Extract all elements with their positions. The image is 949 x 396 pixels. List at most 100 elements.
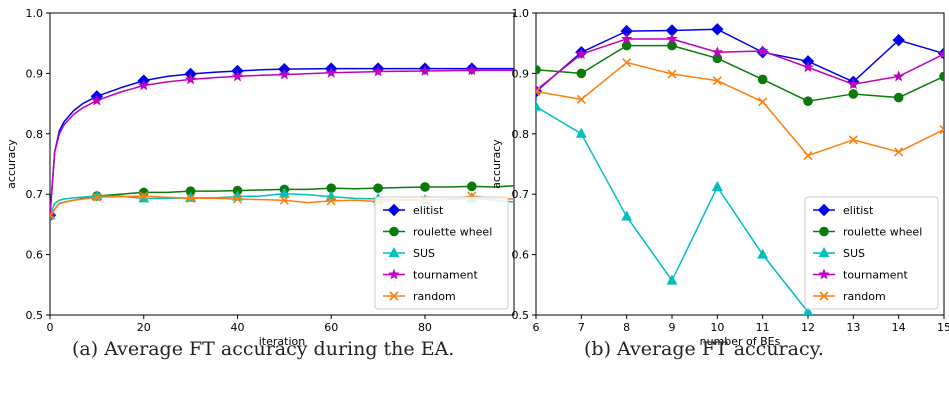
caption-b: (b) Average FT accuracy. [584,338,824,360]
data-point-tournament [847,78,860,90]
legend-marker-elitist [817,203,831,217]
legend-marker-roulette-wheel [389,226,399,237]
plot-frame [535,12,945,316]
data-point-random [232,194,243,204]
data-point-sus [711,180,723,191]
data-point-random [92,192,102,202]
x-tick-label: 80 [418,321,432,334]
data-point-tournament [575,48,588,59]
data-point-roulette-wheel [536,64,541,75]
data-point-roulette-wheel [373,183,383,193]
x-tick-label: 9 [669,321,676,334]
x-tick-label: 40 [230,321,244,334]
data-point-tournament [137,79,150,91]
series-tournament [536,32,944,96]
series-line-elitist [536,28,944,93]
x-tick-label: 10 [710,321,724,334]
data-point-sus [278,187,290,198]
data-point-random [536,86,541,97]
x-tick-label: 0 [47,321,54,334]
series-tournament [50,64,514,221]
data-point-random [139,191,149,201]
x-tick-label: 20 [137,321,151,334]
x-tick-label: 11 [756,321,770,334]
data-point-tournament [91,94,103,106]
series-line-roulette-wheel [536,44,944,102]
series-line-elitist [50,67,514,216]
data-point-random [622,57,632,68]
data-point-tournament [372,65,384,77]
data-point-random [758,97,768,107]
data-point-roulette-wheel [803,96,813,106]
legend-marker-sus [818,246,830,257]
data-point-roulette-wheel [757,74,768,85]
data-point-elitist [711,23,724,36]
legend-label-sus: SUS [843,247,865,260]
legend-marker-sus [388,246,400,257]
x-axis-label: iteration [259,335,305,348]
legend: elitist roulette wheel SUS tournament random [374,196,509,310]
data-point-sus [575,127,587,138]
legend-label-sus: SUS [413,247,435,260]
y-axis-label: accuracy [5,139,18,189]
legend-marker-roulette-wheel [819,226,829,237]
data-point-tournament [756,45,769,56]
chart-panel-b: 6 7 8 9 10 11 12 13 14 15 0.5 0.6 0.7 0.8 0.9 1.0 number… [490,7,949,348]
data-point-random [186,193,196,203]
data-point-tournament [278,68,291,80]
y-tick-label: 0.5 [26,309,44,322]
data-point-sus [666,274,678,285]
y-tick-label: 1.0 [512,7,530,20]
plot-area [536,23,944,315]
y-tick-label: 0.6 [512,249,530,262]
x-tick-label: 8 [623,321,630,334]
caption-a: (a) Average FT accuracy during the EA. [72,338,455,360]
series-line-roulette-wheel [50,184,514,216]
data-point-tournament [419,64,431,76]
data-point-tournament [711,46,724,58]
y-tick-label: 0.8 [512,128,530,141]
y-tick-label: 0.7 [512,188,530,201]
data-point-roulette-wheel [939,71,944,82]
data-point-random [939,125,944,135]
series-elitist [536,23,944,98]
data-point-roulette-wheel [420,182,430,192]
data-point-roulette-wheel [848,89,859,99]
y-tick-label: 0.9 [512,67,530,80]
y-axis-label: accuracy [490,139,503,189]
data-point-tournament [666,32,678,44]
data-point-tournament [892,70,905,82]
x-tick-label: 12 [801,321,815,334]
data-point-random [667,69,677,79]
data-point-tournament [938,48,944,59]
y-tick-label: 0.6 [26,249,44,262]
data-point-sus [536,100,542,111]
x-tick-label: 60 [324,321,338,334]
data-point-tournament [620,32,633,44]
data-point-roulette-wheel [467,181,477,192]
legend: elitist roulette wheel SUS tournament random [804,196,939,310]
data-point-random [848,135,858,145]
legend-marker-random [389,291,399,301]
data-point-random [576,94,586,104]
data-point-random [894,147,904,157]
y-tick-label: 1.0 [26,7,44,20]
y-tick-label: 0.8 [26,128,44,141]
legend-label-elitist: elitist [413,204,444,217]
x-tick-label: 7 [578,321,585,334]
y-tick-label: 0.5 [512,309,530,322]
data-point-tournament [325,66,337,78]
y-tick-label: 0.7 [26,188,44,201]
data-point-random [712,76,722,86]
y-tick-label: 0.9 [26,67,44,80]
series-line-random [536,61,944,157]
data-point-roulette-wheel [893,92,904,103]
data-point-sus [757,248,769,259]
data-point-tournament [231,70,244,82]
legend-box [374,196,509,310]
legend-marker-tournament [818,268,830,280]
data-point-random [50,210,55,220]
plot-frame [49,12,515,316]
legend-label-roulette-wheel: roulette wheel [843,226,922,239]
legend-marker-tournament [388,268,400,280]
